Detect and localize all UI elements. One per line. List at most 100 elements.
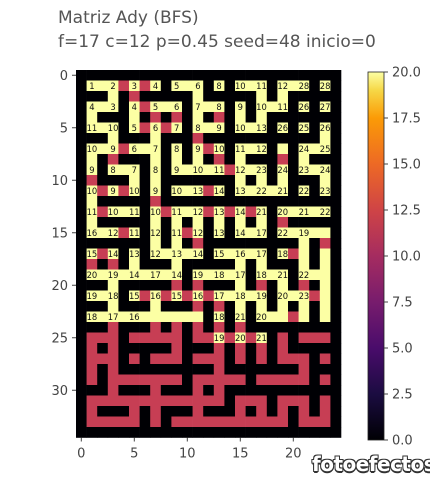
- heatmap-cell: [224, 91, 236, 102]
- heatmap-cell: [298, 164, 310, 176]
- cell-value-label: 22: [299, 270, 310, 280]
- cell-value-label: 10: [235, 123, 246, 133]
- heatmap-cell: [245, 374, 257, 386]
- heatmap-cell: [139, 70, 151, 81]
- heatmap-cell: [213, 206, 225, 218]
- heatmap-cell: [330, 311, 342, 323]
- heatmap-cell: [235, 427, 246, 438]
- heatmap-cell: [330, 364, 342, 375]
- heatmap-cell: [288, 269, 299, 281]
- heatmap-cell: [330, 238, 342, 249]
- cell-value-label: 3: [110, 102, 115, 112]
- heatmap-cell: [192, 70, 204, 81]
- heatmap-cell: [330, 406, 342, 417]
- heatmap-cell: [192, 217, 204, 228]
- heatmap-cell: [139, 91, 151, 102]
- heatmap-cell: [330, 206, 342, 218]
- heatmap-cell: [245, 259, 257, 270]
- heatmap-cell: [245, 353, 257, 365]
- heatmap-cell: [224, 164, 236, 176]
- heatmap-cell: [309, 343, 321, 354]
- heatmap-cell: [245, 301, 257, 312]
- heatmap-cell: [224, 112, 236, 123]
- heatmap-cell: [245, 196, 257, 207]
- heatmap-cell: [129, 269, 140, 281]
- heatmap-cell: [129, 80, 140, 92]
- heatmap-cell: [171, 301, 183, 312]
- heatmap-cell: [245, 322, 257, 333]
- cell-value-label: 11: [256, 81, 267, 91]
- heatmap-cell: [150, 112, 162, 123]
- heatmap-cell: [330, 154, 342, 165]
- heatmap-cell: [160, 164, 172, 176]
- heatmap-cell: [150, 301, 162, 312]
- x-tick-label: 20: [285, 447, 302, 462]
- heatmap-cell: [203, 280, 215, 291]
- heatmap-cell: [309, 70, 321, 81]
- heatmap-cell: [139, 374, 151, 386]
- heatmap-cell: [150, 238, 162, 249]
- heatmap-cell: [160, 185, 172, 197]
- heatmap-cell: [76, 280, 87, 291]
- colorbar-tick-label: 5.0: [392, 342, 413, 357]
- heatmap-cell: [319, 374, 331, 386]
- heatmap-cell: [182, 269, 193, 281]
- cell-value-label: 21: [256, 333, 267, 343]
- heatmap-cell: [97, 332, 109, 344]
- cell-value-label: 27: [320, 102, 331, 112]
- heatmap-cell: [182, 353, 193, 365]
- heatmap-cell: [118, 154, 130, 165]
- heatmap-cell: [256, 280, 268, 291]
- cell-value-label: 11: [214, 165, 225, 175]
- heatmap-cell: [171, 175, 183, 186]
- heatmap-cell: [224, 133, 236, 144]
- heatmap-cell: [76, 217, 87, 228]
- cell-value-label: 10: [256, 102, 267, 112]
- heatmap-cell: [235, 185, 246, 197]
- heatmap-cell: [150, 185, 162, 197]
- heatmap-cell: [213, 280, 225, 291]
- heatmap-cell: [150, 133, 162, 144]
- heatmap-cell: [235, 259, 246, 270]
- heatmap-cell: [245, 164, 257, 176]
- heatmap-cell: [76, 416, 87, 428]
- heatmap-cell: [150, 406, 162, 417]
- heatmap-cell: [266, 101, 278, 113]
- heatmap-cell: [97, 406, 109, 417]
- heatmap-cell: [298, 238, 310, 249]
- heatmap-cell: [107, 427, 119, 438]
- heatmap-cell: [182, 406, 193, 417]
- heatmap-cell: [76, 101, 87, 113]
- heatmap-cell: [245, 427, 257, 438]
- heatmap-cell: [86, 122, 98, 134]
- heatmap-cell: [298, 154, 310, 165]
- heatmap-cell: [245, 290, 257, 302]
- heatmap-cell: [319, 154, 331, 165]
- heatmap-cell: [129, 143, 140, 155]
- heatmap-cell: [118, 80, 130, 92]
- heatmap-cell: [107, 217, 119, 228]
- heatmap-cell: [298, 406, 310, 417]
- heatmap-cell: [192, 374, 204, 386]
- heatmap-cell: [139, 154, 151, 165]
- heatmap-cell: [139, 332, 151, 344]
- cell-value-label: 8: [216, 102, 221, 112]
- cell-value-label: 6: [153, 123, 158, 133]
- heatmap-cell: [107, 70, 119, 81]
- heatmap-cell: [235, 112, 246, 123]
- heatmap-cell: [192, 311, 204, 323]
- heatmap-cell: [107, 374, 119, 386]
- heatmap-cell: [235, 364, 246, 375]
- heatmap-cell: [97, 395, 109, 407]
- heatmap-cell: [319, 164, 331, 176]
- heatmap-cell: [309, 133, 321, 144]
- heatmap-cell: [160, 206, 172, 218]
- heatmap-cell: [330, 133, 342, 144]
- heatmap-cell: [319, 427, 331, 438]
- heatmap-cell: [298, 269, 310, 281]
- heatmap-cell: [256, 70, 268, 81]
- heatmap-cell: [129, 290, 140, 302]
- heatmap-cell: [97, 143, 109, 155]
- heatmap-cell: [118, 374, 130, 386]
